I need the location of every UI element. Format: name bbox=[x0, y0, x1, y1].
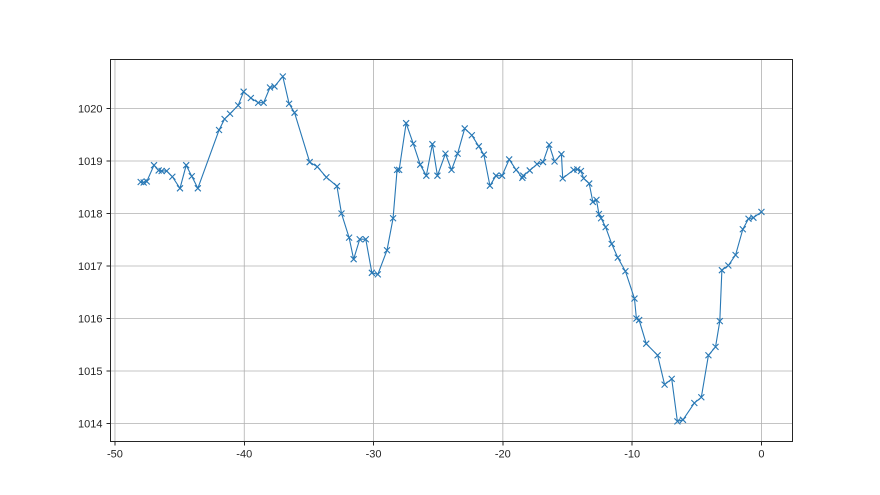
svg-text:-20: -20 bbox=[495, 449, 511, 461]
svg-text:1016: 1016 bbox=[78, 314, 102, 326]
svg-text:1018: 1018 bbox=[78, 209, 102, 221]
svg-text:1017: 1017 bbox=[78, 261, 102, 273]
svg-text:1014: 1014 bbox=[78, 419, 102, 431]
svg-text:-30: -30 bbox=[366, 449, 382, 461]
svg-text:1015: 1015 bbox=[78, 366, 102, 378]
svg-text:-50: -50 bbox=[107, 449, 123, 461]
svg-text:0: 0 bbox=[758, 449, 764, 461]
svg-text:-10: -10 bbox=[624, 449, 640, 461]
svg-text:1020: 1020 bbox=[78, 104, 102, 116]
svg-text:1019: 1019 bbox=[78, 156, 102, 168]
svg-text:-40: -40 bbox=[236, 449, 252, 461]
